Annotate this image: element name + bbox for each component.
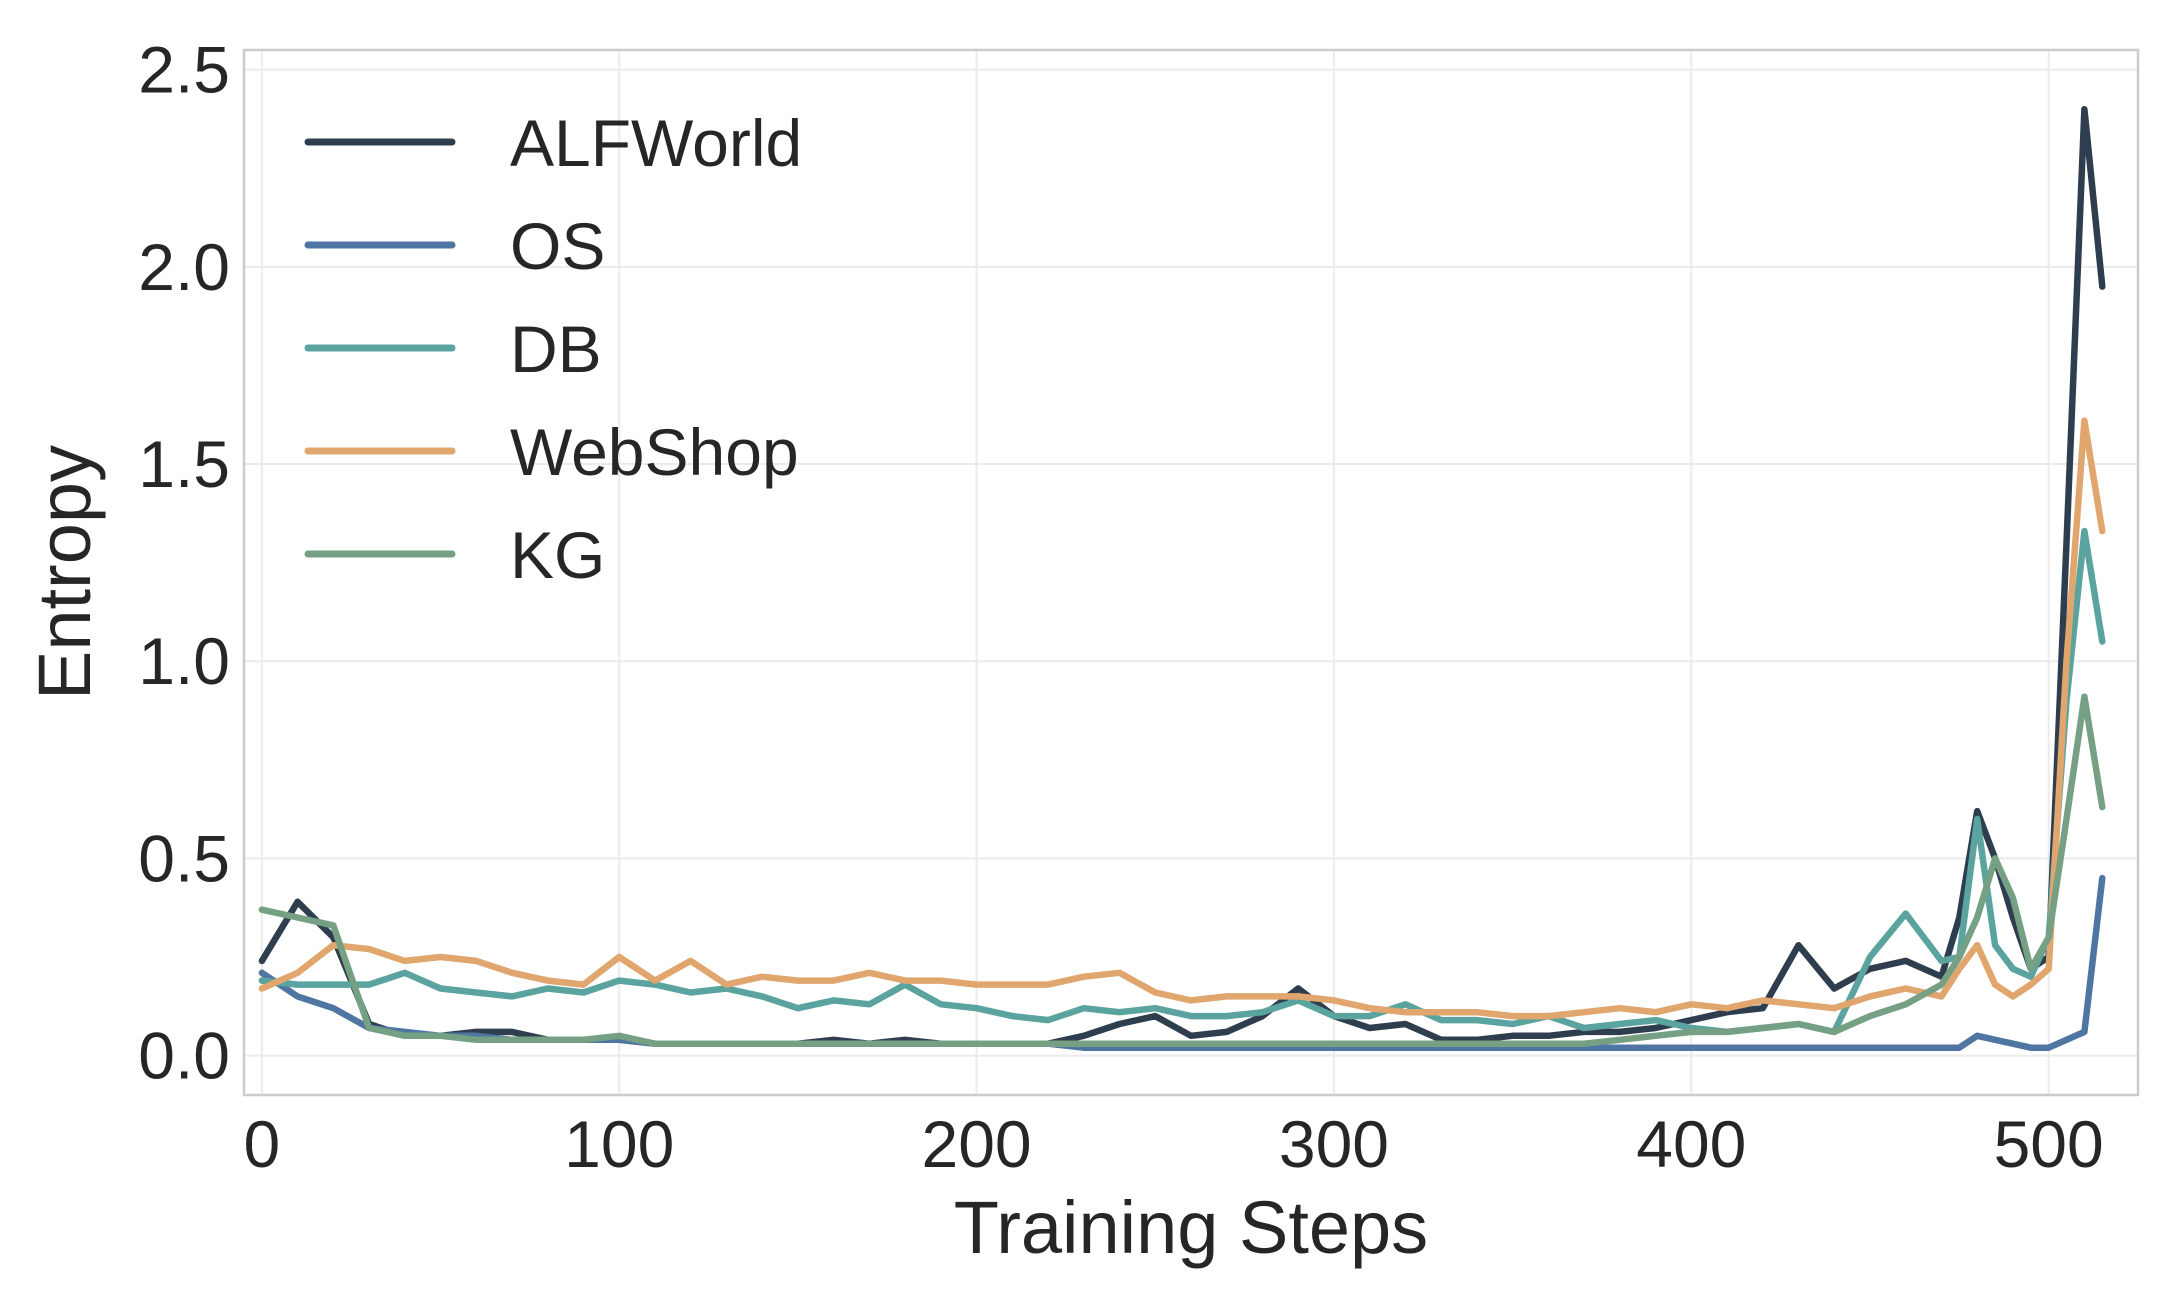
series-lines — [258, 105, 2106, 1051]
y-tick-label: 1.0 — [138, 624, 230, 698]
x-tick-label: 300 — [1279, 1107, 1389, 1181]
legend: ALFWorld OS DB WebShop KG — [304, 106, 802, 592]
x-axis-title: Training Steps — [954, 1186, 1428, 1269]
y-tick-label: 2.5 — [138, 33, 230, 107]
y-tick-label: 0.5 — [138, 821, 230, 895]
grid — [244, 50, 2138, 1095]
y-tick-label: 0.0 — [138, 1019, 230, 1093]
legend-label: KG — [510, 518, 605, 592]
x-tick-label: 200 — [922, 1107, 1032, 1181]
x-tick-label: 0 — [244, 1107, 281, 1181]
legend-label: WebShop — [510, 415, 799, 489]
legend-label: ALFWorld — [510, 106, 802, 180]
y-tick-label: 1.5 — [138, 427, 230, 501]
legend-label: DB — [510, 312, 602, 386]
y-tick-label: 2.0 — [138, 230, 230, 304]
plot-frame — [242, 48, 2140, 1097]
x-tick-label: 500 — [1994, 1107, 2104, 1181]
y-axis-title: Entropy — [23, 445, 106, 700]
series-line-kg — [258, 693, 2106, 1047]
x-tick-label: 100 — [564, 1107, 674, 1181]
legend-label: OS — [510, 209, 605, 283]
tick-labels: 0 100 200 300 400 500 0.0 0.5 1.0 1.5 2.0 2.5 — [138, 33, 2103, 1181]
x-tick-label: 400 — [1636, 1107, 1746, 1181]
series-line-db — [258, 527, 2106, 1036]
